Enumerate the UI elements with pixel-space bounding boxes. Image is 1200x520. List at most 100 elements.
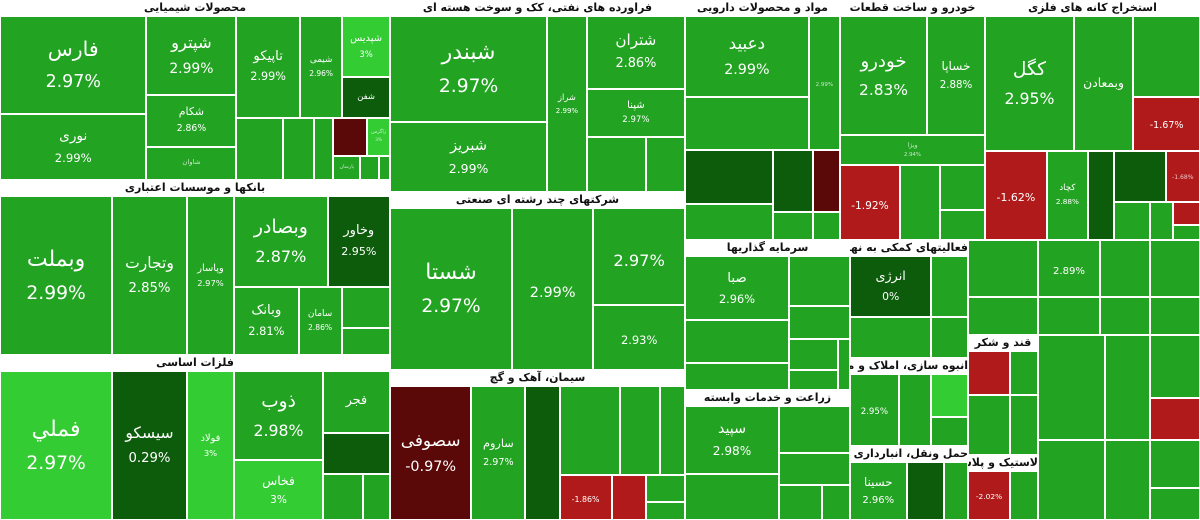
treemap-tile[interactable] bbox=[378, 156, 390, 180]
treemap-tile[interactable] bbox=[619, 386, 660, 476]
treemap-tile[interactable] bbox=[611, 475, 647, 520]
treemap-tile[interactable] bbox=[685, 320, 789, 363]
treemap-tile[interactable] bbox=[773, 150, 814, 213]
treemap-tile[interactable]: شستا 2.97% bbox=[390, 208, 512, 370]
treemap-tile[interactable] bbox=[685, 150, 774, 205]
treemap-tile[interactable] bbox=[333, 117, 368, 157]
treemap-tile[interactable] bbox=[236, 117, 283, 180]
treemap-tile[interactable]: سپید 2.98% bbox=[685, 406, 780, 475]
treemap-tile[interactable] bbox=[813, 150, 840, 213]
treemap-tile[interactable]: 2.89% bbox=[1038, 240, 1100, 297]
treemap-tile[interactable]: فخاس 3% bbox=[234, 460, 323, 520]
treemap-tile[interactable] bbox=[685, 474, 780, 520]
treemap-tile[interactable]: خودرو 2.83% bbox=[840, 16, 927, 136]
treemap-tile[interactable] bbox=[1149, 201, 1174, 240]
treemap-tile[interactable] bbox=[559, 386, 620, 476]
treemap-tile[interactable]: شتران 2.86% bbox=[586, 16, 685, 89]
treemap-tile[interactable] bbox=[968, 240, 1038, 297]
treemap-tile[interactable]: انرژی 0% bbox=[850, 256, 932, 318]
treemap-tile[interactable]: خساپا 2.88% bbox=[927, 16, 985, 136]
treemap-tile[interactable]: 2.93% bbox=[593, 305, 685, 370]
treemap-tile[interactable] bbox=[282, 117, 314, 180]
treemap-tile[interactable]: -1.62% bbox=[985, 150, 1047, 240]
treemap-tile[interactable] bbox=[645, 137, 685, 192]
treemap-tile[interactable] bbox=[322, 432, 390, 474]
treemap-tile[interactable] bbox=[685, 204, 774, 240]
treemap-tile[interactable] bbox=[341, 286, 390, 328]
treemap-tile[interactable] bbox=[944, 462, 968, 520]
treemap-tile[interactable] bbox=[685, 362, 789, 390]
treemap-tile[interactable] bbox=[360, 156, 379, 180]
treemap-tile[interactable]: پارسان bbox=[333, 156, 361, 180]
treemap-tile[interactable] bbox=[1149, 440, 1200, 488]
treemap-tile[interactable]: دعبید 2.99% bbox=[685, 16, 809, 97]
treemap-tile[interactable]: 2.99% bbox=[808, 16, 840, 151]
treemap-tile[interactable] bbox=[968, 351, 1010, 395]
treemap-tile[interactable]: وبملت 2.99% bbox=[0, 196, 113, 355]
treemap-tile[interactable]: سصوفی -0.97% bbox=[390, 386, 472, 520]
treemap-tile[interactable]: 2.95% bbox=[850, 374, 899, 446]
treemap-tile[interactable]: وبمعادن bbox=[1073, 16, 1134, 151]
treemap-tile[interactable] bbox=[1100, 297, 1150, 335]
treemap-tile[interactable] bbox=[1114, 150, 1166, 202]
treemap-tile[interactable] bbox=[659, 386, 685, 476]
treemap-tile[interactable]: نوری 2.99% bbox=[0, 114, 147, 180]
treemap-tile[interactable] bbox=[788, 256, 850, 306]
treemap-tile[interactable] bbox=[939, 210, 985, 240]
treemap-tile[interactable]: -1.92% bbox=[840, 165, 900, 240]
treemap-tile[interactable]: وبصادر 2.87% bbox=[234, 196, 328, 287]
treemap-tile[interactable] bbox=[1010, 471, 1038, 520]
treemap-tile[interactable]: شپدیس 3% bbox=[342, 16, 390, 78]
treemap-tile[interactable] bbox=[1088, 150, 1115, 240]
treemap-tile[interactable] bbox=[1149, 488, 1200, 520]
treemap-tile[interactable]: وتجارت 2.85% bbox=[112, 196, 187, 355]
treemap-tile[interactable] bbox=[685, 96, 809, 151]
treemap-tile[interactable]: فجر bbox=[322, 371, 390, 433]
treemap-tile[interactable] bbox=[313, 117, 334, 180]
treemap-tile[interactable]: فملي 2.97% bbox=[0, 371, 113, 520]
treemap-tile[interactable] bbox=[1173, 201, 1200, 225]
treemap-tile[interactable] bbox=[322, 473, 364, 520]
treemap-tile[interactable] bbox=[788, 369, 838, 390]
treemap-tile[interactable]: وخاور 2.95% bbox=[327, 196, 390, 287]
treemap-tile[interactable]: 2.99% bbox=[512, 208, 594, 370]
treemap-tile[interactable] bbox=[1173, 224, 1200, 240]
treemap-tile[interactable] bbox=[821, 484, 850, 520]
treemap-tile[interactable]: ساروم 2.97% bbox=[471, 386, 526, 520]
treemap-tile[interactable] bbox=[646, 475, 685, 503]
treemap-tile[interactable]: -1.67% bbox=[1133, 96, 1200, 151]
treemap-tile[interactable] bbox=[906, 462, 945, 520]
treemap-tile[interactable]: شفن bbox=[342, 77, 390, 118]
treemap-tile[interactable]: شکام 2.86% bbox=[146, 94, 237, 147]
treemap-tile[interactable]: زاگرس 3% bbox=[367, 117, 390, 157]
treemap-tile[interactable] bbox=[813, 212, 840, 240]
treemap-tile[interactable] bbox=[1100, 240, 1150, 297]
treemap-tile[interactable] bbox=[779, 406, 850, 454]
treemap-tile[interactable] bbox=[646, 502, 685, 520]
treemap-tile[interactable]: کگل 2.95% bbox=[985, 16, 1074, 151]
treemap-tile[interactable]: شپنا 2.97% bbox=[586, 88, 685, 138]
treemap-tile[interactable] bbox=[525, 386, 560, 520]
treemap-tile[interactable]: وبانک 2.81% bbox=[234, 286, 299, 355]
treemap-tile[interactable]: سیسکو 0.29% bbox=[112, 371, 187, 520]
treemap-tile[interactable] bbox=[1149, 398, 1200, 440]
treemap-tile[interactable]: ویژا 2.94% bbox=[840, 135, 985, 166]
treemap-tile[interactable] bbox=[1038, 297, 1100, 335]
treemap-tile[interactable] bbox=[363, 473, 390, 520]
treemap-tile[interactable] bbox=[850, 317, 932, 358]
treemap-tile[interactable] bbox=[898, 374, 932, 446]
treemap-tile[interactable] bbox=[788, 305, 850, 339]
treemap-tile[interactable] bbox=[779, 453, 850, 485]
treemap-tile[interactable]: فارس 2.97% bbox=[0, 16, 147, 115]
treemap-tile[interactable]: -2.02% bbox=[968, 471, 1010, 520]
treemap-tile[interactable] bbox=[1038, 440, 1105, 520]
treemap-tile[interactable]: شراز 2.99% bbox=[547, 16, 587, 192]
treemap-tile[interactable] bbox=[939, 165, 985, 211]
treemap-tile[interactable] bbox=[773, 212, 814, 240]
treemap-tile[interactable]: کچاد 2.88% bbox=[1046, 150, 1088, 240]
treemap-tile[interactable] bbox=[931, 317, 968, 358]
treemap-tile[interactable] bbox=[931, 374, 968, 418]
treemap-tile[interactable] bbox=[899, 165, 940, 240]
treemap-tile[interactable]: فولاد 3% bbox=[186, 371, 235, 520]
treemap-tile[interactable]: وپاسار 2.97% bbox=[186, 196, 235, 355]
